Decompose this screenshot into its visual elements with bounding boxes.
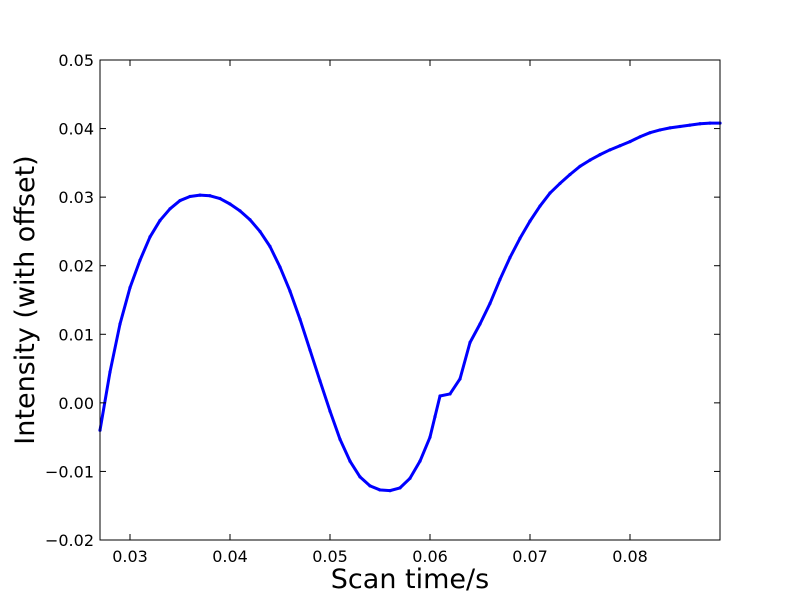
data-point <box>618 144 622 148</box>
y-tick-label: 0.02 <box>58 257 94 276</box>
data-point <box>398 486 402 490</box>
y-tick-label: 0.03 <box>58 188 94 207</box>
data-point <box>338 437 342 441</box>
data-point <box>528 219 532 223</box>
ticks-layer: 0.03 0.04 0.05 0.06 0.07 0.08 −0.02 −0.01 0.00 0.… <box>45 51 720 566</box>
plot-frame <box>99 59 721 541</box>
data-point <box>708 121 712 125</box>
plot-area <box>100 60 720 540</box>
x-tick-label: 0.06 <box>412 547 448 566</box>
data-point <box>328 409 332 413</box>
data-point <box>388 489 392 493</box>
data-point <box>548 191 552 195</box>
data-point <box>538 204 542 208</box>
data-point <box>318 379 322 383</box>
x-axis-title: Scan time/s <box>331 564 489 595</box>
data-point <box>188 194 192 199</box>
data-point <box>488 301 492 306</box>
data-point <box>558 181 562 186</box>
data-point <box>608 148 612 152</box>
data-point <box>658 128 662 132</box>
data-point <box>108 370 112 374</box>
data-point <box>498 277 502 282</box>
x-tick-label: 0.05 <box>312 547 348 566</box>
y-tick-label: 0.01 <box>58 325 94 344</box>
data-point <box>288 289 292 293</box>
data-point <box>348 459 352 463</box>
data-point <box>228 202 232 206</box>
data-point <box>428 435 432 439</box>
data-point <box>678 124 682 129</box>
data-point <box>518 236 522 240</box>
data-point <box>168 207 172 211</box>
data-point <box>158 218 162 223</box>
data-point <box>568 172 572 177</box>
data-point <box>668 126 672 130</box>
data-point <box>268 244 272 249</box>
data-point <box>648 131 652 135</box>
series-layer <box>98 121 722 493</box>
data-point <box>448 392 452 396</box>
y-tick-label: 0.00 <box>58 394 94 413</box>
data-point <box>208 194 212 198</box>
data-point <box>468 340 472 345</box>
data-point <box>438 394 442 398</box>
data-point <box>278 265 282 269</box>
data-point <box>258 229 262 234</box>
data-point <box>308 348 312 352</box>
data-point <box>698 122 702 126</box>
y-tick-label: 0.04 <box>58 120 94 139</box>
data-point <box>138 258 142 262</box>
y-tick-label: −0.02 <box>45 531 94 550</box>
data-point <box>358 475 362 479</box>
data-point <box>458 377 462 381</box>
data-point <box>378 488 382 492</box>
data-point <box>148 235 152 239</box>
data-point <box>433 414 437 419</box>
data-point <box>218 196 222 201</box>
data-point <box>638 135 642 139</box>
x-tick-label: 0.04 <box>212 547 248 566</box>
data-point <box>368 484 372 488</box>
data-point <box>408 476 412 480</box>
data-point <box>248 218 252 222</box>
x-tick-label: 0.03 <box>112 547 148 566</box>
data-point <box>628 140 632 144</box>
data-point <box>128 286 132 290</box>
data-point <box>418 459 422 463</box>
x-tick-label: 0.08 <box>612 547 648 566</box>
data-point <box>478 322 482 326</box>
data-point <box>598 153 602 157</box>
data-point <box>588 158 592 162</box>
data-point <box>238 209 242 213</box>
data-point <box>578 164 582 168</box>
y-tick-label: 0.05 <box>58 51 94 70</box>
data-point <box>118 322 122 326</box>
data-point <box>298 317 302 321</box>
y-tick-label: −0.01 <box>45 462 94 481</box>
series-line-0 <box>98 121 720 493</box>
data-point <box>178 198 182 203</box>
data-point <box>198 193 202 197</box>
data-point <box>688 123 692 127</box>
y-axis-title: Intensity (with offset) <box>10 155 41 444</box>
x-tick-label: 0.07 <box>512 547 548 566</box>
data-point <box>508 255 512 260</box>
